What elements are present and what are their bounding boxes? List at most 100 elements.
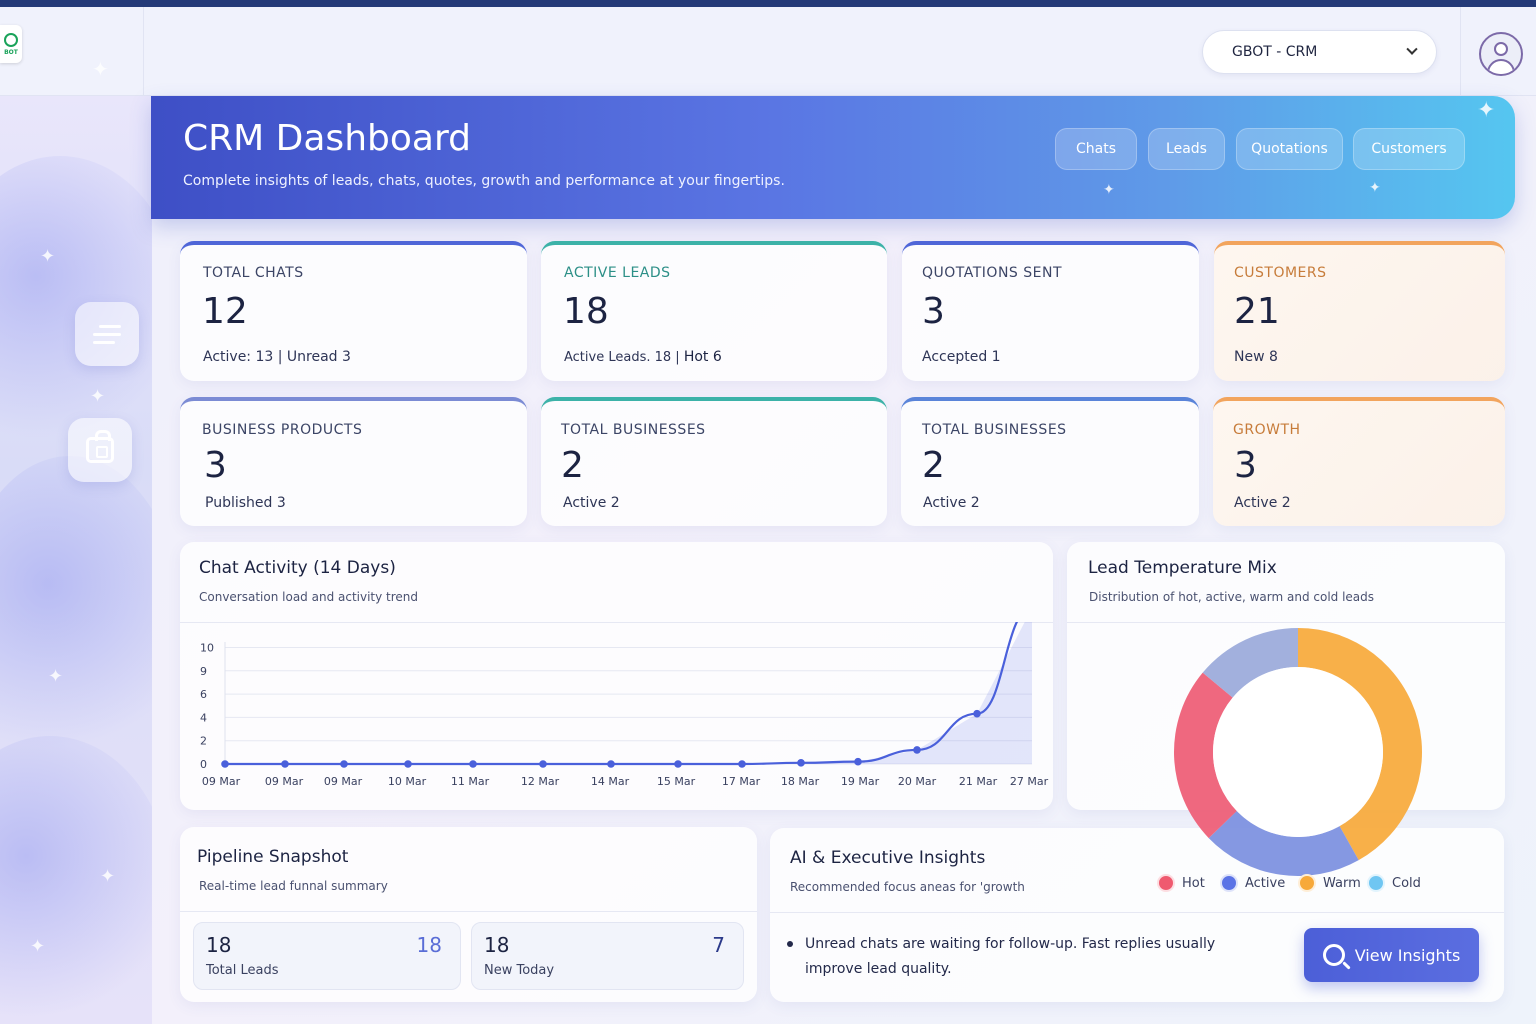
top-bar: BOT ✦ GBOT - CRM [0,7,1536,96]
sparkle-icon: ✦ [30,936,46,957]
sparkle-icon: ✦ [100,866,116,887]
y-tick-label: 6 [200,688,207,701]
x-tick-label: 27 Mar [1010,775,1049,788]
y-tick-label: 9 [200,665,207,678]
stat-value: 2 [922,445,945,486]
stat-card-total-businesses-2[interactable]: TOTAL BUSINESSES 2 Active 2 [901,397,1199,526]
stat-sub-text: Active 2 [563,495,620,511]
stat-sub-highlight: Hot 6 [683,349,722,365]
data-point [221,760,229,768]
sparkle-icon: ✦ [1369,180,1381,196]
stat-sub: Accepted 1 [922,349,1001,365]
view-insights-button[interactable]: View Insights [1304,928,1479,982]
divider [1067,622,1505,623]
panel-subtitle: Real-time lead funnal summary [199,879,388,893]
pipeline-tile-total-leads[interactable]: 18 18 Total Leads [193,922,461,990]
stat-sub-text: Published 3 [205,495,286,511]
y-tick-label: 10 [200,642,214,655]
avatar-body-icon [1487,59,1515,74]
tab-quotations[interactable]: Quotations [1236,128,1343,170]
page-subtitle: Complete insights of leads, chats, quote… [183,173,785,189]
stat-sub: Active: 13 | Unread 3 [203,349,351,365]
sparkle-icon: ✦ [48,666,64,687]
workspace-select[interactable]: GBOT - CRM [1202,30,1437,74]
tile-right-value: 18 [416,933,442,957]
user-avatar[interactable] [1479,32,1523,76]
stat-sub-text: Accepted 1 [922,349,1001,365]
x-tick-label: 20 Mar [898,775,937,788]
sidebar-menu-button[interactable] [75,302,139,366]
divider [180,911,757,912]
data-point [674,760,682,768]
stat-sub-text: Active 2 [1234,495,1291,511]
stat-value: 18 [563,291,609,332]
sidebar-products-button[interactable] [68,418,132,482]
stat-sub: New 8 [1234,349,1278,365]
stat-card-total-businesses[interactable]: TOTAL BUSINESSES 2 Active 2 [541,397,887,526]
data-point [797,759,805,767]
stat-card-business-products[interactable]: BUSINESS PRODUCTS 3 Published 3 [180,397,527,526]
sidebar-background: ✦ ✦ ✦ ✦ ✦ [0,96,152,1024]
stat-value: 12 [202,291,248,332]
data-point [404,760,412,768]
stat-value: 21 [1234,291,1280,332]
line-area-fill [225,622,1032,764]
sparkle-icon: ✦ [40,246,56,267]
pipeline-tile-new-today[interactable]: 18 7 New Today [471,922,744,990]
workspace-select-value: GBOT - CRM [1232,44,1318,60]
stat-card-quotations[interactable]: QUOTATIONS SENT 3 Accepted 1 [902,241,1199,381]
x-tick-label: 19 Mar [841,775,880,788]
stat-value: 3 [204,445,227,486]
dashboard-header: CRM Dashboard Complete insights of leads… [151,96,1515,219]
donut-slice [1298,628,1422,861]
stat-card-customers[interactable]: CUSTOMERS 21 New 8 [1214,241,1505,381]
warm-dot-icon [1298,874,1316,892]
stat-sub: Published 3 [205,495,286,511]
line-series [225,622,1019,766]
stat-value: 3 [1234,445,1257,486]
stat-label: BUSINESS PRODUCTS [202,422,363,438]
tile-label: Total Leads [206,963,279,978]
shopping-bag-icon [86,430,114,463]
legend-active: Active [1220,874,1285,892]
bullet-icon [787,941,793,947]
hot-dot-icon [1157,874,1175,892]
chat-activity-chart: 0 2 4 6 9 10 09 Mar 09 Mar 09 Mar 10 Mar 11 Mar 12 … [200,622,1049,788]
stat-sub-text: Active 2 [923,495,980,511]
donut-slice [1174,672,1237,839]
tab-chats[interactable]: Chats [1055,128,1137,170]
donut-hole [1213,667,1383,837]
tile-value: 18 [484,933,510,957]
sparkle-icon: ✦ [1103,182,1115,198]
y-tick-label: 0 [200,758,207,771]
stat-label: GROWTH [1233,422,1301,438]
app-logo[interactable]: BOT [0,25,22,63]
stat-sub-text: Active Leads. 18 | [564,350,680,365]
panel-title: Chat Activity (14 Days) [199,558,396,578]
stat-card-growth[interactable]: GROWTH 3 Active 2 [1213,397,1505,526]
panel-title: Pipeline Snapshot [197,847,349,867]
panel-title: Lead Temperature Mix [1088,558,1277,578]
tab-leads[interactable]: Leads [1148,128,1225,170]
data-point [738,760,746,768]
y-tick-label: 2 [200,735,207,748]
stat-sub: Active Leads. 18 | Hot 6 [564,349,722,365]
stat-label: TOTAL CHATS [203,265,304,281]
stat-card-active-leads[interactable]: ACTIVE LEADS 18 Active Leads. 18 | Hot 6 [541,241,887,381]
panel-subtitle: Recommended focus aneas for 'growth [790,880,1025,894]
divider [1460,7,1461,96]
legend-label: Hot [1182,875,1205,891]
window-top-border [0,0,1536,7]
divider [143,7,144,96]
tab-customers[interactable]: Customers [1353,128,1465,170]
insight-text: Unread chats are waiting for follow-up. … [805,936,1216,977]
panel-title: AI & Executive Insights [790,848,986,868]
tile-label: New Today [484,963,555,978]
stat-sub-highlight: 8 [1269,349,1278,365]
sparkle-icon: ✦ [90,386,106,407]
x-tick-label: 09 Mar [324,775,363,788]
stat-card-total-chats[interactable]: TOTAL CHATS 12 Active: 13 | Unread 3 [180,241,527,381]
donut-slice [1208,810,1359,876]
panel-subtitle: Distribution of hot, active, warm and co… [1089,590,1375,604]
sparkle-icon: ✦ [1477,98,1496,123]
